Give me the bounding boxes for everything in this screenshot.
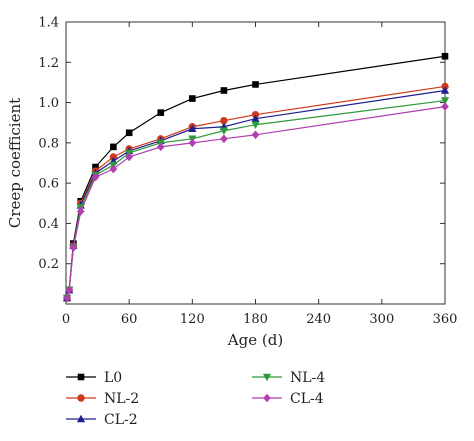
y-tick-label: 0.6 <box>38 177 59 192</box>
data-point <box>188 138 197 148</box>
legend-item-l0: L0 <box>66 370 122 386</box>
axes: 0 60 120 180 240 300 360 0.2 0.4 0.6 0.8 1.0 1.2 1.4 <box>38 16 457 328</box>
data-point <box>125 129 133 137</box>
data-point <box>188 124 197 133</box>
legend-marker <box>77 373 85 381</box>
y-tick-label: 0.2 <box>38 257 59 272</box>
x-tick-label: 360 <box>433 312 458 327</box>
data-point <box>65 285 73 295</box>
data-point <box>441 102 449 111</box>
data-point <box>251 130 260 140</box>
y-tick-label: 1.2 <box>38 56 59 71</box>
data-point <box>440 86 450 94</box>
x-tick-label: 240 <box>306 312 331 327</box>
y-tick-label: 0.8 <box>38 136 59 151</box>
legend-marker <box>76 414 86 423</box>
data-point <box>110 143 117 151</box>
data-point <box>252 81 259 88</box>
data-point <box>63 293 71 303</box>
legend-label: NL-2 <box>104 391 139 407</box>
series-line <box>66 55 446 299</box>
data-point <box>189 95 196 102</box>
data-point <box>109 164 118 174</box>
legend-marker <box>77 394 85 402</box>
legend-label: CL-2 <box>104 412 138 428</box>
y-tick-label: 0.4 <box>38 217 59 232</box>
data-point <box>69 243 78 252</box>
data-point <box>440 97 450 105</box>
series-line <box>66 106 446 299</box>
data-point <box>125 152 133 162</box>
series-cl-4 <box>63 102 449 303</box>
data-point <box>220 87 228 94</box>
data-point <box>220 117 228 125</box>
legend-label: NL-4 <box>290 370 325 386</box>
series-layer <box>62 52 450 303</box>
legend-item-nl-2: NL-2 <box>66 391 139 407</box>
data-point <box>220 134 228 144</box>
y-axis-label: Creep coefficient <box>6 98 24 228</box>
data-point <box>157 109 165 116</box>
y-tick-label: 1.4 <box>38 16 59 31</box>
data-point <box>251 114 260 122</box>
x-tick-label: 300 <box>369 312 394 327</box>
series-cl-2 <box>62 86 450 302</box>
legend-label: L0 <box>104 370 122 386</box>
series-line <box>66 99 446 299</box>
y-tick-label: 1.0 <box>38 96 59 111</box>
data-point <box>92 163 99 171</box>
legend-label: CL-4 <box>290 391 324 407</box>
data-point <box>91 172 100 182</box>
legend-item-cl-4: CL-4 <box>252 391 324 407</box>
x-axis-label: Age (d) <box>227 331 283 349</box>
legend-marker <box>262 373 272 382</box>
data-point <box>219 127 229 136</box>
data-point <box>441 52 449 60</box>
data-point <box>156 142 165 152</box>
legend-marker <box>263 393 271 403</box>
series-nl-4 <box>62 97 450 303</box>
x-tick-label: 0 <box>62 312 70 327</box>
x-tick-label: 120 <box>180 312 205 327</box>
data-point <box>251 121 260 130</box>
data-point <box>76 207 85 216</box>
legend-item-nl-4: NL-4 <box>252 370 325 386</box>
legend: L0 NL-2 CL-2 NL-4 CL-4 <box>66 370 325 428</box>
x-tick-label: 60 <box>121 312 138 327</box>
series-l0 <box>63 52 449 302</box>
legend-item-cl-2: CL-2 <box>66 412 138 428</box>
x-tick-label: 180 <box>243 312 268 327</box>
